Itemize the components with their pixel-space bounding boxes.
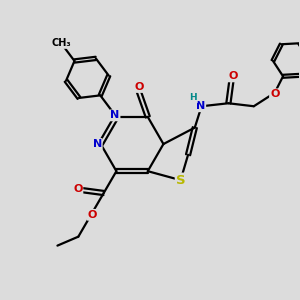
Text: N: N xyxy=(196,101,205,111)
Text: N: N xyxy=(92,139,102,149)
Text: N: N xyxy=(110,110,119,120)
Text: H: H xyxy=(189,93,197,102)
Text: S: S xyxy=(176,174,185,187)
Text: CH₃: CH₃ xyxy=(51,38,71,48)
Text: O: O xyxy=(134,82,143,92)
Text: O: O xyxy=(228,71,238,81)
Text: O: O xyxy=(73,184,82,194)
Text: O: O xyxy=(270,89,279,99)
Text: O: O xyxy=(88,210,97,220)
